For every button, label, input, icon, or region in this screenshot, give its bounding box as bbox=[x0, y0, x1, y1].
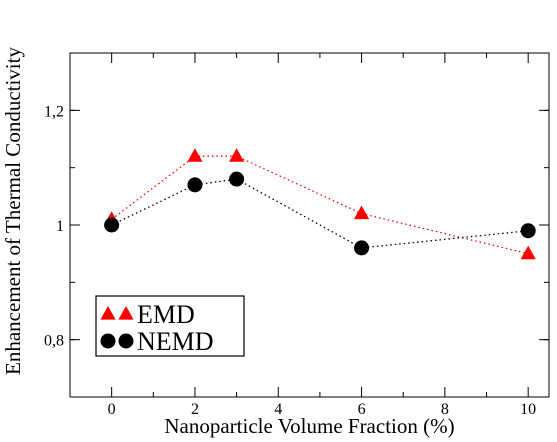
y-tick-label: 0,8 bbox=[44, 333, 64, 350]
series-line-emd bbox=[111, 155, 529, 255]
x-tick-label: 2 bbox=[191, 401, 199, 418]
point-nemd bbox=[104, 217, 120, 233]
legend-entry-emd: EMD bbox=[100, 300, 195, 329]
y-tick-label: 1 bbox=[56, 218, 64, 235]
legend-marker-nemd bbox=[100, 333, 116, 349]
axis-ticks: 0 2 4 6 8 10 0,8 1 1,2 bbox=[44, 52, 549, 418]
point-nemd bbox=[354, 240, 370, 256]
legend-marker-emd bbox=[118, 306, 134, 320]
series-layer bbox=[104, 148, 536, 260]
x-tick-label: 0 bbox=[108, 401, 116, 418]
x-tick-label: 6 bbox=[358, 401, 366, 418]
point-emd bbox=[520, 245, 536, 260]
legend-marker-nemd bbox=[118, 333, 134, 349]
point-emd bbox=[187, 148, 203, 162]
point-nemd bbox=[229, 171, 245, 187]
point-nemd bbox=[520, 223, 536, 239]
point-emd bbox=[353, 205, 370, 220]
legend-entry-nemd: NEMD bbox=[100, 327, 214, 356]
series-nemd bbox=[104, 171, 536, 256]
series-emd bbox=[104, 148, 536, 260]
x-tick-label: 8 bbox=[441, 401, 449, 418]
x-tick-label: 10 bbox=[520, 401, 536, 418]
x-axis-label: Nanoparticle Volume Fraction (%) bbox=[164, 414, 454, 438]
legend-label-emd: EMD bbox=[137, 300, 195, 329]
legend-label-nemd: NEMD bbox=[137, 327, 214, 356]
y-axis-label: Enhancement of Thermal Conductivity bbox=[1, 47, 25, 375]
series-line-nemd bbox=[111, 178, 529, 249]
y-tick-label: 1,2 bbox=[44, 103, 64, 120]
point-nemd bbox=[187, 177, 203, 193]
x-tick-label: 4 bbox=[274, 401, 282, 418]
point-emd bbox=[229, 148, 245, 162]
legend-marker-emd bbox=[100, 306, 116, 320]
